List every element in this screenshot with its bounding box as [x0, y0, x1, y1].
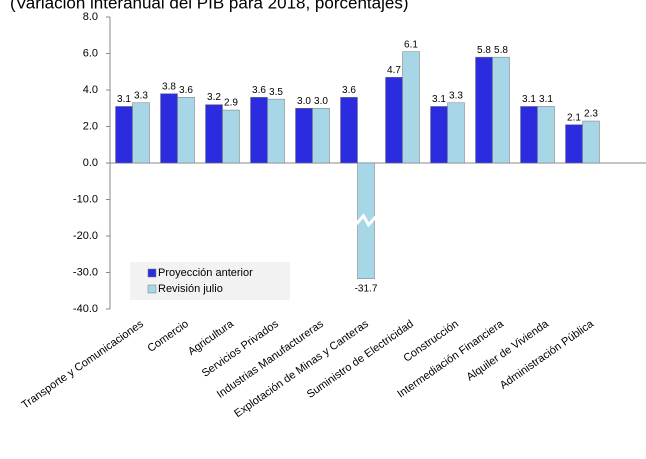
- bar: [340, 97, 358, 164]
- value-label: 3.6: [342, 85, 356, 96]
- bar: [312, 108, 330, 164]
- value-label: 6.1: [404, 39, 418, 50]
- value-label: 5.8: [477, 45, 491, 56]
- y-tick-label: -40.0: [73, 303, 98, 315]
- value-label: 3.6: [252, 85, 266, 96]
- legend-label: Proyección anterior: [158, 267, 253, 279]
- value-label: 4.7: [387, 65, 401, 76]
- bar: [267, 98, 285, 164]
- value-label: -31.7: [355, 283, 378, 294]
- y-tick-label: 6.0: [83, 47, 98, 59]
- x-tick-label: Servicios Privados: [200, 318, 281, 380]
- bar: [177, 97, 195, 164]
- bar: [492, 56, 510, 164]
- value-label: 3.1: [432, 94, 446, 105]
- y-tick-label: 4.0: [83, 84, 98, 96]
- bar: [537, 106, 555, 164]
- x-tick-label: Transporte y Comunicaciones: [20, 318, 147, 412]
- value-label: 3.3: [134, 90, 148, 101]
- bar: [132, 102, 150, 164]
- value-label: 3.0: [297, 96, 311, 107]
- value-label: 3.6: [179, 85, 193, 96]
- value-label: 3.1: [117, 94, 131, 105]
- chart-title: (Variación interanual del PIB para 2018,…: [10, 0, 408, 12]
- bar: [115, 106, 133, 164]
- value-label: 3.1: [539, 94, 553, 105]
- y-tick-label: 0.0: [83, 157, 98, 169]
- bar: [520, 106, 538, 164]
- value-label: 3.2: [207, 92, 221, 103]
- y-tick-label: 8.0: [83, 11, 98, 23]
- legend-label: Revisión julio: [158, 283, 223, 295]
- bar: [447, 102, 465, 164]
- bar: [402, 51, 420, 164]
- bar: [582, 120, 600, 164]
- y-tick-label: -30.0: [73, 266, 98, 278]
- bar: [160, 93, 178, 164]
- bar: [430, 106, 448, 164]
- bar: [475, 56, 493, 164]
- legend-swatch: [147, 268, 157, 278]
- bar: [565, 124, 583, 164]
- x-tick-label: Comercio: [145, 318, 190, 355]
- value-label: 2.9: [224, 98, 238, 109]
- value-label: 3.3: [449, 90, 463, 101]
- legend-box: [130, 262, 290, 300]
- legend-swatch: [147, 284, 157, 294]
- y-tick-label: -10.0: [73, 193, 98, 205]
- bar: [250, 97, 268, 164]
- value-label: 2.3: [584, 109, 598, 120]
- value-label: 3.0: [314, 96, 328, 107]
- bar: [295, 108, 313, 164]
- value-label: 3.8: [162, 81, 176, 92]
- value-label: 3.1: [522, 94, 536, 105]
- bar: [205, 104, 223, 164]
- y-tick-label: -20.0: [73, 230, 98, 242]
- value-label: 5.8: [494, 45, 508, 56]
- value-label: 3.5: [269, 87, 283, 98]
- bar: [222, 109, 240, 164]
- axis-break: [354, 213, 378, 228]
- value-label: 2.1: [567, 112, 581, 123]
- bar: [385, 76, 403, 164]
- y-tick-label: 2.0: [83, 120, 98, 132]
